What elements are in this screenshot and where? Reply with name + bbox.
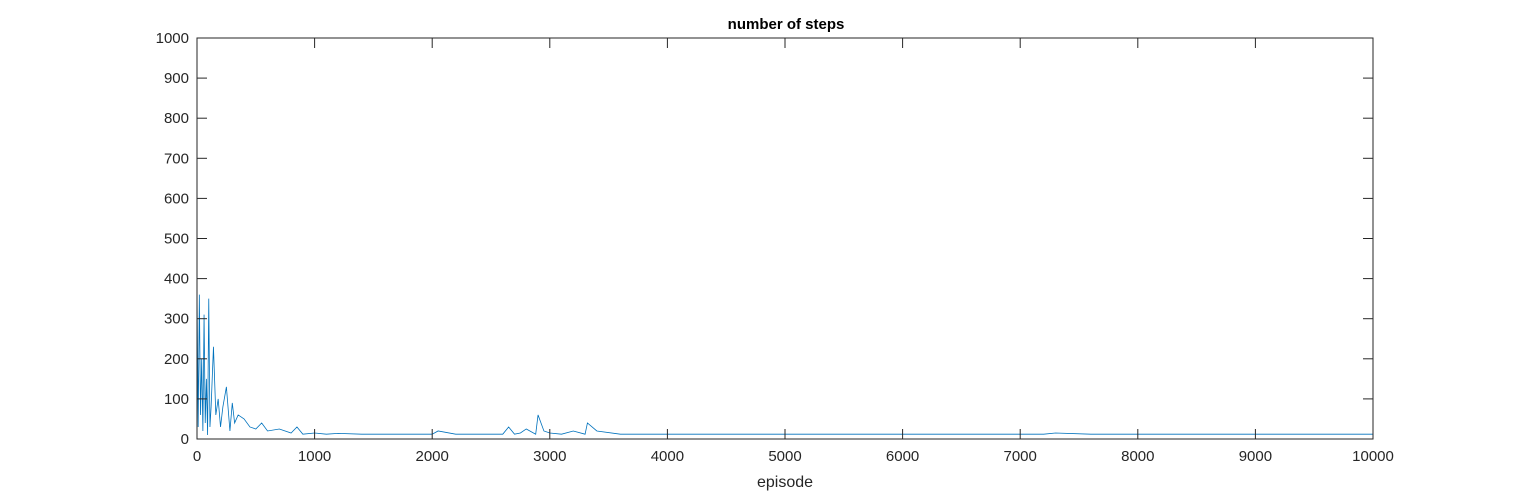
axes-box [196,37,1374,440]
x-tick-label: 1000 [298,448,331,465]
x-axis-label: episode [757,474,813,491]
plot-area [197,38,1373,439]
x-tick-label: 7000 [1004,448,1037,465]
y-tick-label: 200 [164,351,189,368]
y-tick-label: 400 [164,271,189,288]
x-tick-label: 3000 [533,448,566,465]
series-layer [196,290,1373,435]
x-tick-label: 5000 [768,448,801,465]
x-tick-label: 2000 [416,448,449,465]
y-tick-label: 700 [164,150,189,167]
chart-title: number of steps [728,16,845,33]
x-tick-label: 9000 [1239,448,1272,465]
x-tick-label: 8000 [1121,448,1154,465]
y-tick-label: 1000 [156,30,189,47]
x-tick-label: 10000 [1352,448,1394,465]
y-tick-label: 800 [164,110,189,127]
ticks-layer: 0 1000 2000 3000 4000 5000 6000 7000 8000 9000 100… [156,30,1394,465]
x-tick-label: 0 [193,448,201,465]
x-tick-label: 6000 [886,448,919,465]
y-tick-label: 100 [164,391,189,408]
y-tick-label: 900 [164,70,189,87]
y-tick-label: 600 [164,190,189,207]
x-tick-label: 4000 [651,448,684,465]
y-tick-label: 300 [164,311,189,328]
series-line-0 [196,290,1373,435]
y-tick-label: 500 [164,231,189,248]
y-tick-label: 0 [181,431,189,448]
